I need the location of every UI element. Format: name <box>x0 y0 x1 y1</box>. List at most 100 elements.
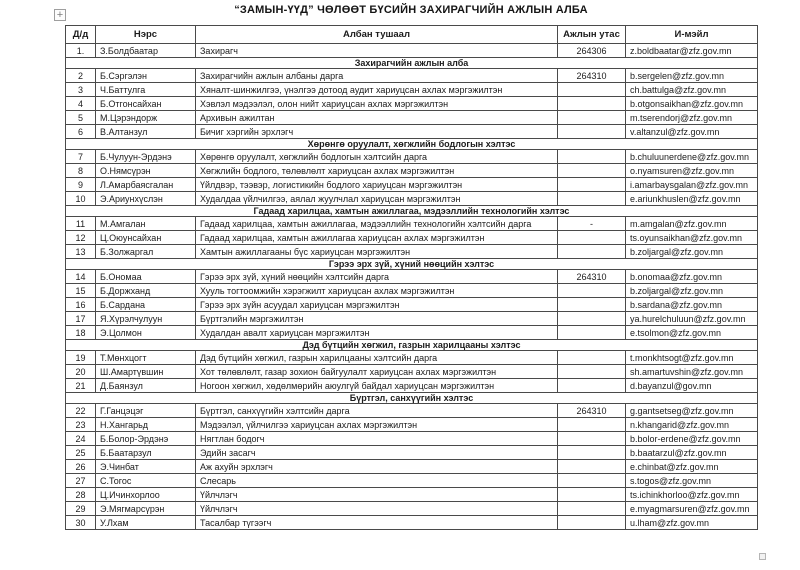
table-row: 18 Э.Цолмон Худалдан авалт хариуцсан мэргэ… <box>65 325 758 340</box>
cell-no: 11 <box>65 216 96 231</box>
cell-no: 6 <box>65 124 96 139</box>
cell-position: Аж ахуйн эрхлэгч <box>195 459 558 474</box>
cell-position: Захирагчийн ажлын албаны дарга <box>195 68 558 83</box>
table-row: 5 М.Цэрэндорж Архивын ажилтан m.tserendorj@… <box>65 110 758 125</box>
cell-position: Хот төлөвлөлт, газар зохион байгуулалт х… <box>195 364 558 379</box>
cell-position: Хөрөнгө оруулалт, хөгжлийн бодлогын хэлт… <box>195 149 558 164</box>
cell-name: Б.Доржханд <box>95 283 196 298</box>
cell-no: 8 <box>65 163 96 178</box>
cell-no: 4 <box>65 96 96 111</box>
cell-no: 7 <box>65 149 96 164</box>
table-row: 7 Б.Чулуун-Эрдэнэ Хөрөнгө оруулалт, хөгжли… <box>65 149 758 164</box>
cell-name: М.Амгалан <box>95 216 196 231</box>
cell-name: Б.Баатарзул <box>95 445 196 460</box>
cell-email: m.tserendorj@zfz.gov.mn <box>625 110 758 125</box>
cell-phone <box>557 110 626 125</box>
cell-position: Нягтлан бодогч <box>195 431 558 446</box>
cell-phone <box>557 431 626 446</box>
staff-table: Д/д Нэрс Албан тушаал Ажлын утас И-мэйл … <box>65 25 758 530</box>
cell-no: 10 <box>65 191 96 206</box>
cell-email: ya.hurelchuluun@zfz.gov.mn <box>625 311 758 326</box>
cell-phone: 264310 <box>557 68 626 83</box>
cell-no: 5 <box>65 110 96 125</box>
cell-phone <box>557 501 626 516</box>
cell-email: d.bayanzul@gov.mn <box>625 378 758 393</box>
table-row: 15 Б.Доржханд Хууль тогтоомжийн хэрэгжилт … <box>65 283 758 298</box>
section-label: Захирагчийн ажлын алба <box>65 57 758 69</box>
cell-no: 26 <box>65 459 96 474</box>
cell-name: Н.Хангарьд <box>95 417 196 432</box>
cell-phone <box>557 297 626 312</box>
table-row: 22 Г.Ганцэцэг Бүртгэл, санхүүгийн хэлтсийн… <box>65 403 758 418</box>
section-label: Гадаад харилцаа, хамтын ажиллагаа, мэдээ… <box>65 205 758 217</box>
cell-position: Худалдаа үйлчилгээ, аялал жуулчлал хариу… <box>195 191 558 206</box>
staff-table-body: 1. З.Болдбаатар Захирагч 264306 z.boldbaatar… <box>65 43 758 530</box>
cell-email: b.chuluunerdene@zfz.gov.mn <box>625 149 758 164</box>
table-row: 26 Э.Чинбат Аж ахуйн эрхлэгч e.chinbat@zfz.… <box>65 459 758 474</box>
cell-phone <box>557 487 626 502</box>
section-label: Хөрөнгө оруулалт, хөгжлийн бодлогын хэлт… <box>65 138 758 150</box>
table-row: 13 Б.Золжаргал Хамтын ажиллагааны бүс хари… <box>65 244 758 259</box>
cell-position: Гэрээ эрх зүйн асуудал хариуцсан мэргэжи… <box>195 297 558 312</box>
cell-name: Ч.Баттулга <box>95 82 196 97</box>
cell-no: 28 <box>65 487 96 502</box>
cell-name: Э.Мягмарсүрэн <box>95 501 196 516</box>
cell-no: 17 <box>65 311 96 326</box>
cell-name: Б.Золжаргал <box>95 244 196 259</box>
cell-no: 3 <box>65 82 96 97</box>
cell-phone <box>557 149 626 164</box>
cell-name: Э.Ариунхүслэн <box>95 191 196 206</box>
cell-phone <box>557 244 626 259</box>
cell-position: Үйлчлэгч <box>195 501 558 516</box>
cell-email: s.togos@zfz.gov.mn <box>625 473 758 488</box>
cell-email: b.baatarzul@zfz.gov.mn <box>625 445 758 460</box>
cell-name: М.Цэрэндорж <box>95 110 196 125</box>
section-row: Гадаад харилцаа, хамтын ажиллагаа, мэдээ… <box>65 205 758 217</box>
cell-phone: 264310 <box>557 403 626 418</box>
cell-name: Б.Сардана <box>95 297 196 312</box>
cell-phone <box>557 445 626 460</box>
cell-name: Б.Ономаа <box>95 269 196 284</box>
table-row: 20 Ш.Амартүвшин Хот төлөвлөлт, газар зохио… <box>65 364 758 379</box>
cell-email: i.amarbaysgalan@zfz.gov.mn <box>625 177 758 192</box>
section-label: Гэрээ эрх зүй, хүний нөөцийн хэлтэс <box>65 258 758 270</box>
cell-no: 23 <box>65 417 96 432</box>
cell-email: n.khangarid@zfz.gov.mn <box>625 417 758 432</box>
table-move-handle-icon[interactable]: + <box>54 9 66 21</box>
cell-position: Мэдээлэл, үйлчилгээ хариуцсан ахлах мэрг… <box>195 417 558 432</box>
cell-position: Хууль тогтоомжийн хэрэгжилт хариуцсан ах… <box>195 283 558 298</box>
table-row: 4 Б.Отгонсайхан Хэвлэл мэдээлэл, олон нийт… <box>65 96 758 111</box>
cell-position: Үйлдвэр, тээвэр, логистикийн бодлого хар… <box>195 177 558 192</box>
cell-email: o.nyamsuren@zfz.gov.mn <box>625 163 758 178</box>
cell-phone <box>557 163 626 178</box>
table-resize-handle[interactable] <box>759 553 766 560</box>
cell-name: Ш.Амартүвшин <box>95 364 196 379</box>
cell-position: Хөгжлийн бодлого, төлөвлөлт хариуцсан ах… <box>195 163 558 178</box>
cell-email: e.tsolmon@zfz.gov.mn <box>625 325 758 340</box>
table-row: 14 Б.Ономаа Гэрээ эрх зүй, хүний нөөцийн х… <box>65 269 758 284</box>
cell-phone: 264310 <box>557 269 626 284</box>
cell-position: Слесарь <box>195 473 558 488</box>
table-row: 28 Ц.Ичинхорлоо Үйлчлэгч ts.ichinkhorloo@zf… <box>65 487 758 502</box>
table-row: 10 Э.Ариунхүслэн Худалдаа үйлчилгээ, аялал… <box>65 191 758 206</box>
table-row: 29 Э.Мягмарсүрэн Үйлчлэгч e.myagmarsuren@zf… <box>65 501 758 516</box>
cell-phone: - <box>557 216 626 231</box>
header-name: Нэрс <box>95 25 196 44</box>
cell-no: 24 <box>65 431 96 446</box>
cell-phone <box>557 364 626 379</box>
table-row: 17 Я.Хүрэлчулуун Бүртгэлийн мэргэжилтэн ya.… <box>65 311 758 326</box>
cell-email: ts.ichinkhorloo@zfz.gov.mn <box>625 487 758 502</box>
cell-name: Я.Хүрэлчулуун <box>95 311 196 326</box>
cell-no: 30 <box>65 515 96 530</box>
cell-position: Хэвлэл мэдээлэл, олон нийт хариуцсан ахл… <box>195 96 558 111</box>
cell-position: Тасалбар түгээгч <box>195 515 558 530</box>
cell-name: Д.Баянзул <box>95 378 196 393</box>
cell-phone <box>557 82 626 97</box>
cell-email: sh.amartuvshin@zfz.gov.mn <box>625 364 758 379</box>
section-label: Дэд бүтцийн хөгжил, газрын харилцааны хэ… <box>65 339 758 351</box>
table-row: 23 Н.Хангарьд Мэдээлэл, үйлчилгээ хариуцса… <box>65 417 758 432</box>
section-row: Гэрээ эрх зүй, хүний нөөцийн хэлтэс <box>65 258 758 270</box>
table-row: 21 Д.Баянзул Ногоон хөгжил, хөдөлмөрийн аю… <box>65 378 758 393</box>
table-row: 12 Ц.Оюунсайхан Гадаад харилцаа, хамтын аж… <box>65 230 758 245</box>
cell-email: b.sardana@zfz.gov.mn <box>625 297 758 312</box>
